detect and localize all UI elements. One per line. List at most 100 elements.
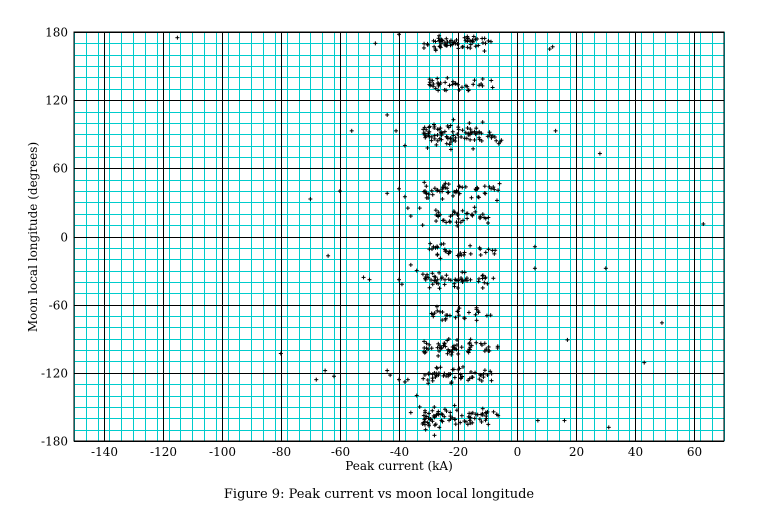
data-point <box>437 38 442 43</box>
data-point <box>486 344 491 349</box>
data-point <box>476 43 481 48</box>
data-point <box>457 191 462 196</box>
data-point <box>483 250 488 255</box>
data-point <box>423 188 428 193</box>
data-point <box>278 351 283 356</box>
data-point <box>423 422 428 427</box>
data-point <box>445 75 450 80</box>
data-point <box>425 420 430 425</box>
data-point <box>460 185 465 190</box>
data-point <box>440 419 445 424</box>
figure-caption: Figure 9: Peak current vs moon local lon… <box>223 487 535 502</box>
data-point <box>479 138 484 143</box>
data-point <box>437 286 442 291</box>
data-point <box>496 141 501 146</box>
data-point <box>437 33 442 38</box>
data-point <box>417 206 422 211</box>
data-point <box>553 128 558 133</box>
data-point <box>441 218 446 223</box>
data-point <box>450 129 455 134</box>
data-point <box>477 216 482 221</box>
data-point <box>465 45 470 50</box>
y-tick-label: 120 <box>45 94 68 108</box>
data-point <box>426 275 431 280</box>
data-point <box>462 316 467 321</box>
data-point <box>471 82 476 87</box>
data-point <box>490 85 495 90</box>
data-point <box>442 182 447 187</box>
data-point <box>466 350 471 355</box>
data-point <box>469 212 474 217</box>
data-point <box>642 360 647 365</box>
data-point <box>448 139 453 144</box>
data-point <box>482 280 487 285</box>
data-point <box>468 127 473 132</box>
data-point <box>438 346 443 351</box>
data-point <box>463 419 468 424</box>
data-point <box>429 134 434 139</box>
data-point <box>440 318 445 323</box>
data-point <box>474 305 479 310</box>
data-point <box>434 219 439 224</box>
data-point <box>439 41 444 46</box>
y-tick-label: -120 <box>41 367 68 381</box>
data-point <box>422 339 427 344</box>
data-point <box>448 147 453 152</box>
data-point <box>485 281 490 286</box>
data-point <box>444 313 449 318</box>
data-point <box>492 251 497 256</box>
data-point <box>422 41 427 46</box>
data-point <box>484 313 489 318</box>
data-point <box>473 187 478 192</box>
data-point <box>402 143 407 148</box>
data-point <box>435 308 440 313</box>
data-point <box>482 49 487 54</box>
x-tick-label: -120 <box>150 445 177 459</box>
data-point <box>468 243 473 248</box>
data-point <box>442 282 447 287</box>
data-point <box>454 37 459 42</box>
data-point <box>480 76 485 81</box>
data-point <box>480 285 485 290</box>
data-point <box>468 337 473 342</box>
data-point <box>385 191 390 196</box>
data-point <box>465 422 470 427</box>
plot-frame <box>73 31 725 442</box>
data-point <box>436 36 441 41</box>
data-point <box>482 215 487 220</box>
data-point <box>385 112 390 117</box>
x-tick-label: -40 <box>390 445 409 459</box>
data-point <box>427 285 432 290</box>
data-point <box>450 82 455 87</box>
data-point <box>427 129 432 134</box>
data-point <box>463 130 468 135</box>
data-point <box>402 194 407 199</box>
data-point <box>477 135 482 140</box>
data-point <box>484 347 489 352</box>
data-point <box>448 416 453 421</box>
data-point <box>448 136 453 141</box>
data-point <box>444 273 449 278</box>
data-point <box>426 195 431 200</box>
data-point <box>474 340 479 345</box>
data-point <box>448 278 453 283</box>
data-point <box>445 190 450 195</box>
data-point <box>469 411 474 416</box>
data-point <box>449 381 454 386</box>
data-point <box>447 83 452 88</box>
data-point <box>429 138 434 143</box>
data-point <box>445 351 450 356</box>
data-point <box>532 244 537 249</box>
data-point <box>489 39 494 44</box>
data-point <box>447 249 452 254</box>
data-point <box>323 368 328 373</box>
data-point <box>434 365 439 370</box>
data-point <box>434 304 439 309</box>
data-point <box>470 38 475 43</box>
data-point <box>437 349 442 354</box>
data-point <box>397 377 401 382</box>
data-point <box>332 374 336 379</box>
data-point <box>472 205 477 210</box>
data-point <box>436 80 441 85</box>
